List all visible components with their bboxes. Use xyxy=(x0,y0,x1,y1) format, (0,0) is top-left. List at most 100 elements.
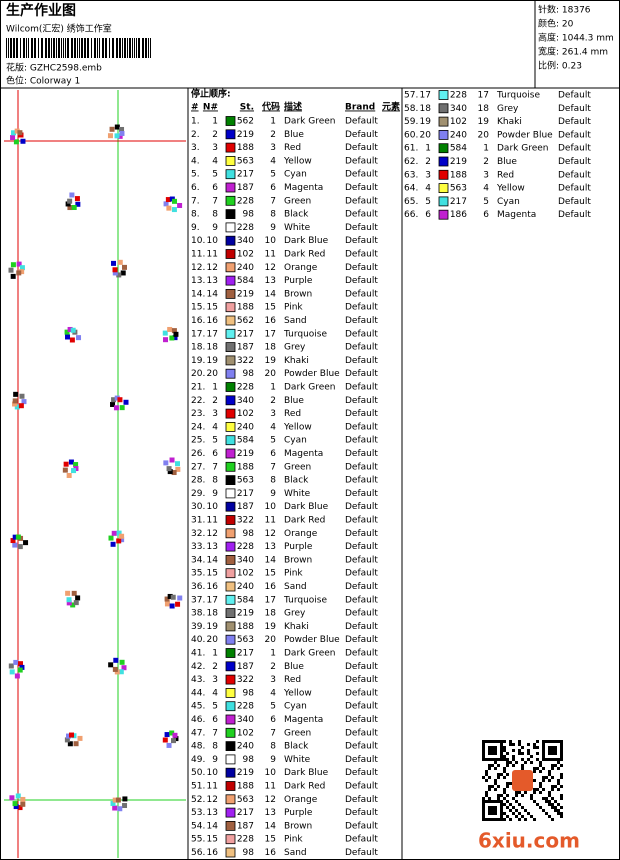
motif-part xyxy=(119,537,125,543)
bar xyxy=(136,38,137,58)
qr-cell xyxy=(491,812,494,815)
row-number: 57. xyxy=(404,91,418,101)
code: 11 xyxy=(265,782,276,792)
qr-cell xyxy=(485,779,488,782)
motif-part xyxy=(166,742,172,748)
qr-cell xyxy=(542,740,545,743)
qr-cell xyxy=(503,746,506,749)
qr-cell xyxy=(539,806,542,809)
motif-part xyxy=(119,130,125,136)
row-number: 49. xyxy=(191,755,205,765)
qr-cell xyxy=(551,785,554,788)
row-number: 44. xyxy=(191,688,205,698)
qr-cell xyxy=(503,797,506,800)
qr-cell xyxy=(533,770,536,773)
motif-part xyxy=(14,128,20,134)
description: Yellow xyxy=(283,422,312,432)
motif-part xyxy=(17,661,23,667)
bar xyxy=(150,38,151,58)
code: 7 xyxy=(270,196,276,206)
description: Khaki xyxy=(284,622,309,632)
color-swatch xyxy=(225,674,236,685)
bar xyxy=(34,38,36,58)
qr-cell xyxy=(530,794,533,797)
row-number: 23. xyxy=(191,409,205,419)
motif-part xyxy=(73,462,79,468)
qr-cell xyxy=(488,749,491,752)
code: 10 xyxy=(265,768,277,778)
brand: Default xyxy=(345,768,378,778)
stitches: 187 xyxy=(237,662,254,672)
needle: 6 xyxy=(212,449,218,459)
qr-cell xyxy=(539,764,542,767)
brand: Default xyxy=(345,383,378,393)
qr-cell xyxy=(506,815,509,818)
motif-part xyxy=(67,326,73,332)
qr-cell xyxy=(560,749,563,752)
motif-part xyxy=(119,533,125,539)
motif-part xyxy=(165,197,171,203)
brand: Default xyxy=(345,516,378,526)
qr-cell xyxy=(503,788,506,791)
bar xyxy=(31,38,33,58)
motif-part xyxy=(116,538,122,544)
qr-cell xyxy=(557,803,560,806)
row-number: 66. xyxy=(404,210,418,220)
bar xyxy=(94,38,96,58)
needle: 10 xyxy=(207,236,219,246)
motif-part xyxy=(108,662,114,668)
qr-cell xyxy=(506,773,509,776)
color-swatch xyxy=(225,568,236,579)
qr-cell xyxy=(497,776,500,779)
qr-cell xyxy=(530,761,533,764)
stitches: 187 xyxy=(237,821,254,831)
brand: Default xyxy=(558,184,591,194)
bar xyxy=(81,38,83,58)
qr-cell xyxy=(521,794,524,797)
qr-cell xyxy=(551,752,554,755)
row-number: 30. xyxy=(191,502,205,512)
qr-cell xyxy=(545,812,548,815)
motif-part xyxy=(23,540,29,546)
row-number: 17. xyxy=(191,329,205,339)
code: 20 xyxy=(265,635,277,645)
row-number: 24. xyxy=(191,422,205,432)
brand: Default xyxy=(345,462,378,472)
code: 13 xyxy=(265,808,276,818)
code: 6 xyxy=(483,210,489,220)
motif-part xyxy=(12,801,18,807)
motif-part xyxy=(20,801,26,807)
stitches: 228 xyxy=(237,835,254,845)
qr-cell xyxy=(491,749,494,752)
stitches: 187 xyxy=(237,183,254,193)
qr-cell xyxy=(485,773,488,776)
description: Dark Red xyxy=(284,516,325,526)
brand: Default xyxy=(345,848,378,858)
qr-cell xyxy=(551,746,554,749)
motif-part xyxy=(16,261,22,267)
motif-part xyxy=(20,138,26,144)
motif-part xyxy=(117,397,123,403)
qr-cell xyxy=(506,785,509,788)
qr-cell xyxy=(485,800,488,803)
description: Purple xyxy=(284,808,313,818)
qr-cell xyxy=(542,743,545,746)
qr-cell xyxy=(497,740,500,743)
brand: Default xyxy=(345,569,378,579)
needle: 10 xyxy=(207,768,219,778)
stitches: 186 xyxy=(450,210,467,220)
motif-part xyxy=(63,461,69,467)
qr-cell xyxy=(482,749,485,752)
bar xyxy=(20,38,21,58)
qr-cell xyxy=(518,803,521,806)
qr-cell xyxy=(512,743,515,746)
code: 9 xyxy=(270,755,276,765)
row-number: 2. xyxy=(191,130,200,140)
description: White xyxy=(284,223,311,233)
qr-cell xyxy=(521,767,524,770)
motif-part xyxy=(110,800,116,806)
description: Sand xyxy=(284,848,307,858)
bar xyxy=(124,38,126,58)
motif-part xyxy=(117,259,123,265)
stitches: 584 xyxy=(237,276,254,286)
